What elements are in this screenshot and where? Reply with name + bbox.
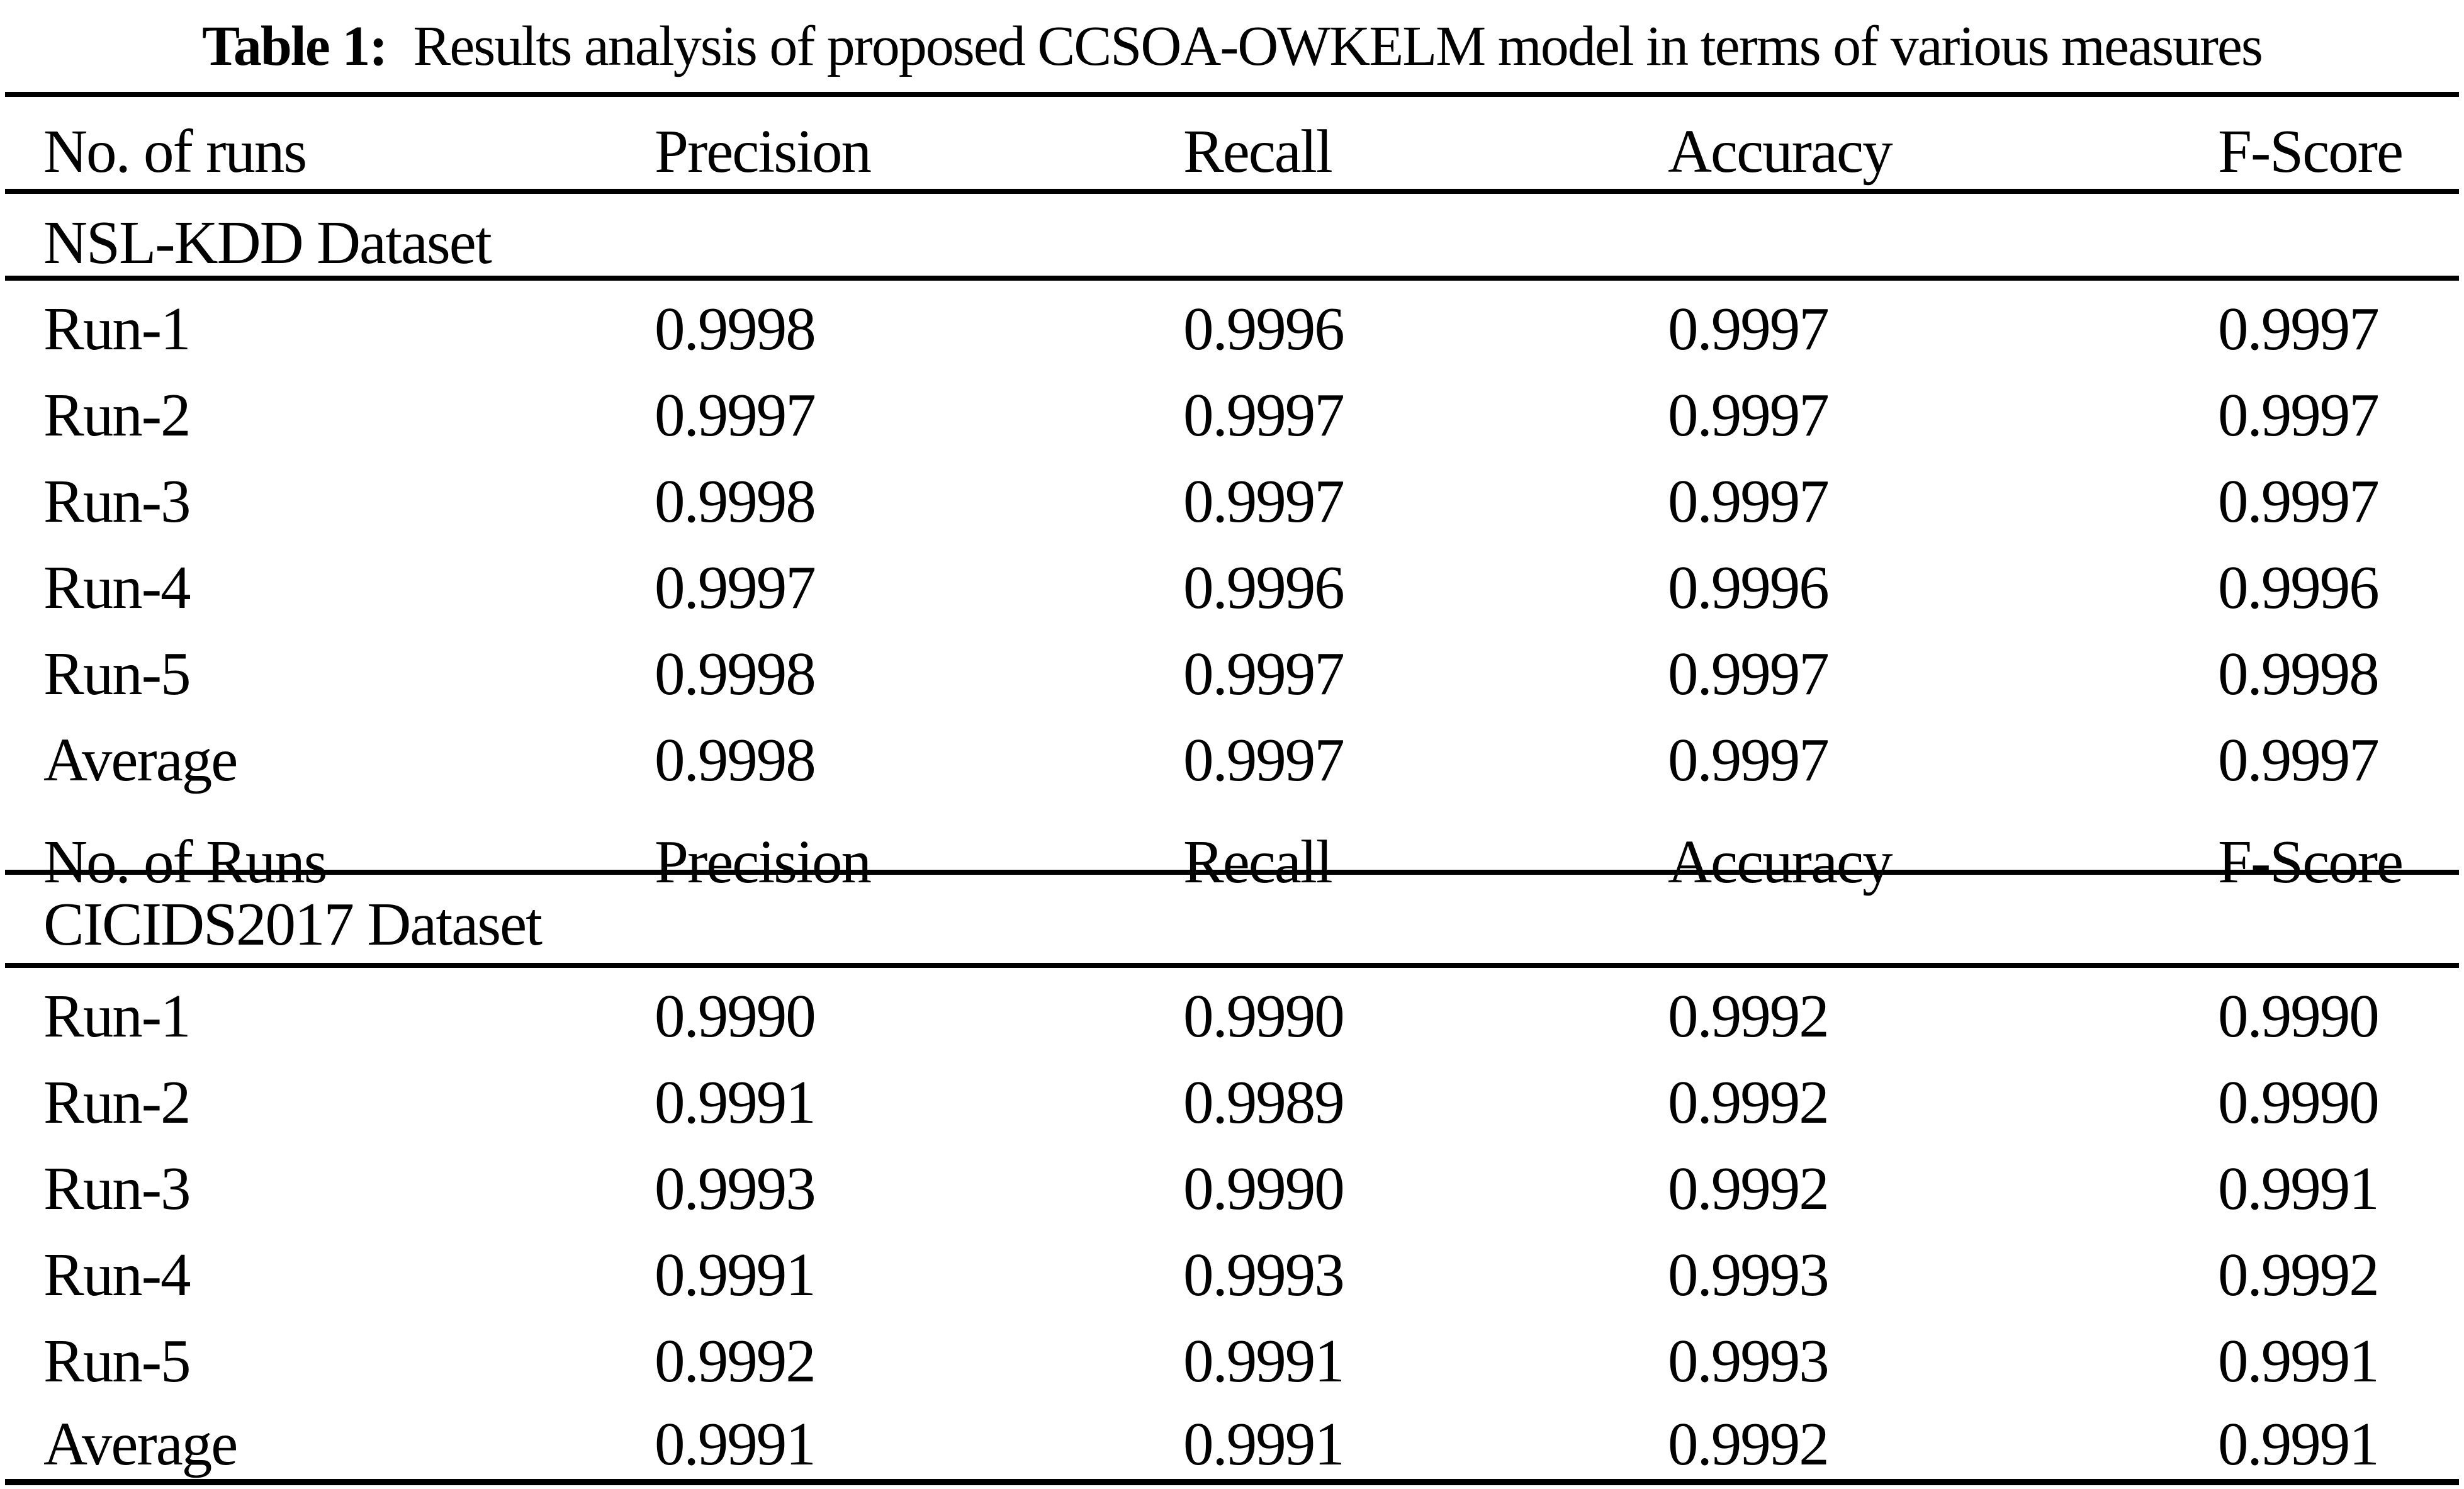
accuracy-cell: 0.9997 [1668, 468, 1830, 535]
accuracy-cell: 0.9992 [1668, 982, 1830, 1050]
column-header-fscore: F-Score [2218, 117, 2404, 185]
precision-cell: 0.9991 [655, 1241, 816, 1308]
table-row: Run-1 0.9998 0.9996 0.9997 0.9997 [5, 281, 2459, 367]
header-row-2: No. of Runs Precision Recall Accuracy F-… [5, 798, 2459, 896]
precision-cell: 0.9998 [655, 295, 816, 362]
accuracy-cell: 0.9997 [1668, 640, 1830, 707]
precision-cell: 0.9998 [655, 640, 816, 707]
accuracy-cell: 0.9996 [1668, 554, 1830, 621]
fscore-cell: 0.9990 [2218, 982, 2380, 1050]
column-header-runs: No. of runs [43, 117, 307, 185]
column-header-accuracy: Accuracy [1668, 828, 1893, 896]
precision-cell: 0.9998 [655, 726, 816, 794]
run-cell: Run-1 [43, 295, 191, 362]
run-cell: Run-4 [43, 1241, 191, 1308]
precision-cell: 0.9992 [655, 1327, 816, 1395]
table-caption: Table 1: Results analysis of proposed CC… [0, 0, 2464, 92]
run-cell: Run-3 [43, 1155, 191, 1222]
fscore-cell: 0.9997 [2218, 468, 2380, 535]
accuracy-cell: 0.9997 [1668, 381, 1830, 449]
table-row: Run-2 0.9991 0.9989 0.9992 0.9990 [5, 1054, 2459, 1140]
run-cell: Run-2 [43, 1069, 191, 1136]
run-cell: Run-3 [43, 468, 191, 535]
caption-text: Results analysis of proposed CCSOA-OWKEL… [413, 14, 2263, 77]
fscore-cell: 0.9992 [2218, 1241, 2380, 1308]
column-header-runs: No. of Runs [43, 828, 328, 896]
results-table: No. of runs Precision Recall Accuracy F-… [5, 92, 2459, 1485]
recall-cell: 0.9997 [1183, 468, 1345, 535]
precision-cell: 0.9991 [655, 1069, 816, 1136]
recall-cell: 0.9991 [1183, 1410, 1345, 1478]
recall-cell: 0.9990 [1183, 982, 1345, 1050]
table-row: Run-4 0.9997 0.9996 0.9996 0.9996 [5, 539, 2459, 626]
column-header-recall: Recall [1183, 828, 1333, 896]
precision-cell: 0.9997 [655, 381, 816, 449]
accuracy-cell: 0.9993 [1668, 1241, 1830, 1308]
run-cell: Average [43, 1410, 238, 1478]
column-header-precision: Precision [655, 117, 872, 185]
table-row: Run-4 0.9991 0.9993 0.9993 0.9992 [5, 1227, 2459, 1313]
header-row-1: No. of runs Precision Recall Accuracy F-… [5, 97, 2459, 194]
recall-cell: 0.9997 [1183, 381, 1345, 449]
fscore-cell: 0.9997 [2218, 381, 2380, 449]
fscore-cell: 0.9991 [2218, 1327, 2380, 1395]
run-cell: Run-5 [43, 640, 191, 707]
precision-cell: 0.9997 [655, 554, 816, 621]
table-row: Run-5 0.9998 0.9997 0.9997 0.9998 [5, 626, 2459, 712]
recall-cell: 0.9990 [1183, 1155, 1345, 1222]
column-header-precision: Precision [655, 828, 872, 896]
table-row: Run-5 0.9992 0.9991 0.9993 0.9991 [5, 1313, 2459, 1399]
recall-cell: 0.9996 [1183, 554, 1345, 621]
fscore-cell: 0.9991 [2218, 1410, 2380, 1478]
accuracy-cell: 0.9992 [1668, 1410, 1830, 1478]
fscore-cell: 0.9990 [2218, 1069, 2380, 1136]
column-header-recall: Recall [1183, 117, 1333, 185]
section-label: CICIDS2017 Dataset [43, 890, 543, 958]
run-cell: Run-4 [43, 554, 191, 621]
accuracy-cell: 0.9992 [1668, 1155, 1830, 1222]
section-header-cicids2017: CICIDS2017 Dataset [5, 875, 2459, 968]
column-header-fscore: F-Score [2218, 828, 2404, 896]
section-header-nsl-kdd: NSL-KDD Dataset [5, 194, 2459, 281]
precision-cell: 0.9991 [655, 1410, 816, 1478]
precision-cell: 0.9998 [655, 468, 816, 535]
fscore-cell: 0.9996 [2218, 554, 2380, 621]
recall-cell: 0.9993 [1183, 1241, 1345, 1308]
recall-cell: 0.9997 [1183, 640, 1345, 707]
run-cell: Average [43, 726, 238, 794]
accuracy-cell: 0.9997 [1668, 295, 1830, 362]
fscore-cell: 0.9998 [2218, 640, 2380, 707]
run-cell: Run-5 [43, 1327, 191, 1395]
recall-cell: 0.9997 [1183, 726, 1345, 794]
accuracy-cell: 0.9997 [1668, 726, 1830, 794]
table-row-average: Average 0.9991 0.9991 0.9992 0.9991 [5, 1399, 2459, 1485]
run-cell: Run-1 [43, 982, 191, 1050]
fscore-cell: 0.9997 [2218, 295, 2380, 362]
caption-label: Table 1: [202, 14, 388, 77]
run-cell: Run-2 [43, 381, 191, 449]
recall-cell: 0.9996 [1183, 295, 1345, 362]
recall-cell: 0.9991 [1183, 1327, 1345, 1395]
precision-cell: 0.9993 [655, 1155, 816, 1222]
table-row: Run-1 0.9990 0.9990 0.9992 0.9990 [5, 968, 2459, 1054]
table-row-average: Average 0.9998 0.9997 0.9997 0.9997 [5, 712, 2459, 798]
table-row: Run-2 0.9997 0.9997 0.9997 0.9997 [5, 367, 2459, 453]
precision-cell: 0.9990 [655, 982, 816, 1050]
fscore-cell: 0.9991 [2218, 1155, 2380, 1222]
accuracy-cell: 0.9993 [1668, 1327, 1830, 1395]
section-label: NSL-KDD Dataset [43, 208, 492, 276]
accuracy-cell: 0.9992 [1668, 1069, 1830, 1136]
table-row: Run-3 0.9993 0.9990 0.9992 0.9991 [5, 1140, 2459, 1227]
table-row: Run-3 0.9998 0.9997 0.9997 0.9997 [5, 453, 2459, 539]
column-header-accuracy: Accuracy [1668, 117, 1893, 185]
fscore-cell: 0.9997 [2218, 726, 2380, 794]
recall-cell: 0.9989 [1183, 1069, 1345, 1136]
